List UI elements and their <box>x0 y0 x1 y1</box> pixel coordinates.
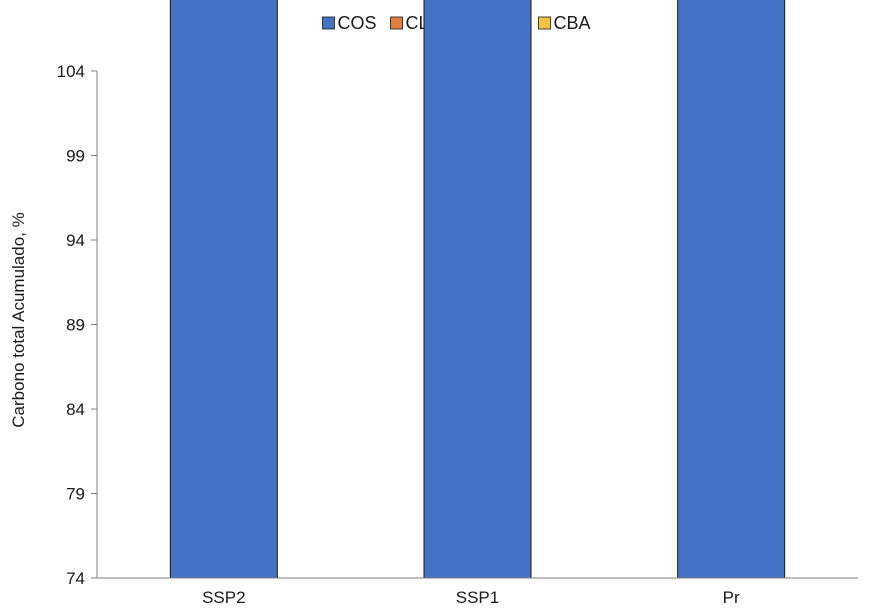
y-axis-title: Carbono total Acumulado, % <box>9 212 28 427</box>
bar-pr-cos <box>677 0 786 579</box>
bar-stack-ssp2 <box>169 0 278 579</box>
y-tick-label: 99 <box>66 147 85 166</box>
bar-ssp2-cos <box>169 0 278 579</box>
legend-item-cba: CBA <box>538 13 591 33</box>
legend-label: CBA <box>554 13 591 33</box>
legend-swatch <box>322 16 335 30</box>
y-axis: 74 79 84 89 94 99 104 <box>57 62 98 588</box>
y-tick-label: 79 <box>66 485 85 504</box>
y-tick-label: 94 <box>66 231 85 250</box>
legend-label: COS <box>338 13 377 33</box>
bar-stack-ssp1 <box>423 0 532 579</box>
x-tick-label: SSP1 <box>456 588 499 607</box>
y-tick-label: 84 <box>66 400 85 419</box>
legend-item-cos: COS <box>322 13 377 33</box>
x-tick-label: Pr <box>723 588 740 607</box>
y-tick-label: 104 <box>57 62 85 81</box>
legend-swatch <box>538 16 551 30</box>
bar-ssp1-cos <box>423 0 532 579</box>
y-tick-label: 89 <box>66 316 85 335</box>
x-tick-label: SSP2 <box>202 588 245 607</box>
y-tick-label: 74 <box>66 569 85 588</box>
legend-swatch <box>390 16 403 30</box>
x-axis: SSP2 SSP1 Pr <box>97 577 858 607</box>
bars <box>169 0 786 579</box>
bar-stack-pr <box>677 0 786 579</box>
